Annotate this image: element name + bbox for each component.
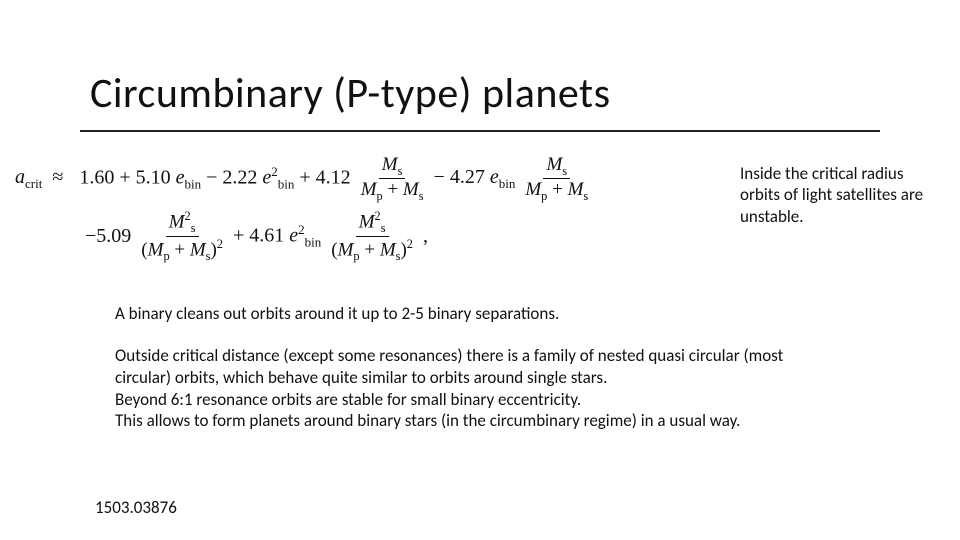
body-paragraph-2: Outside critical distance (except some r… (115, 345, 795, 432)
title-underline (80, 130, 880, 132)
side-note: Inside the critical radius orbits of lig… (740, 163, 930, 227)
reference-id: 1503.03876 (95, 497, 177, 518)
slide: Circumbinary (P-type) planets acrit ≈ 1.… (0, 0, 960, 540)
critical-radius-formula: acrit ≈ 1.60 + 5.10 ebin − 2.22 e2bin + … (15, 155, 715, 262)
page-title: Circumbinary (P-type) planets (90, 68, 611, 119)
formula-region: acrit ≈ 1.60 + 5.10 ebin − 2.22 e2bin + … (15, 155, 715, 265)
body-paragraph-1: A binary cleans out orbits around it up … (115, 303, 795, 325)
